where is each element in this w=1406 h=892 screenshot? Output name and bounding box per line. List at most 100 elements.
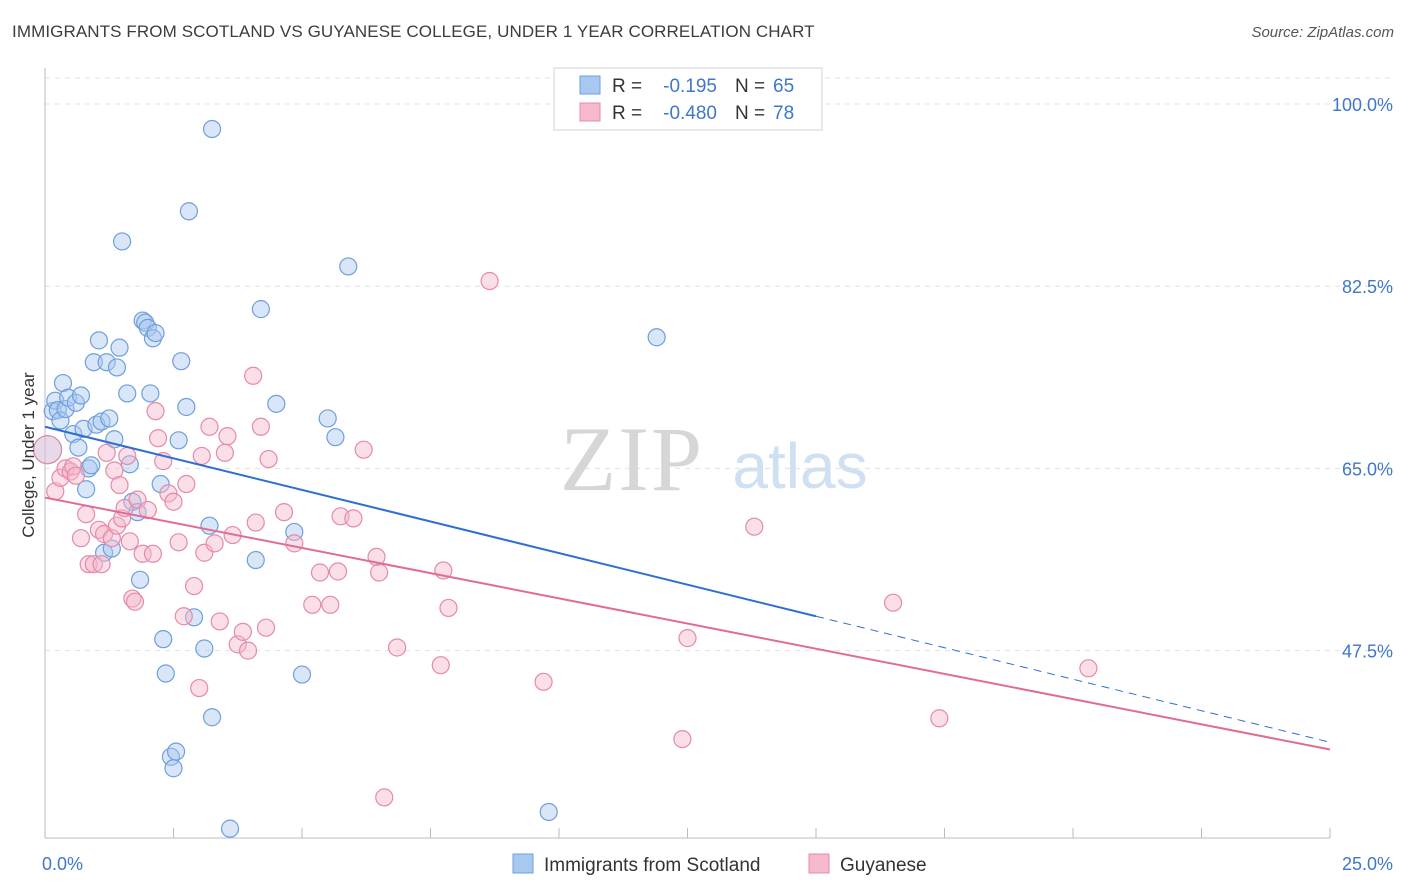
guyanese-point-59 <box>321 595 340 614</box>
guyanese-point-0 <box>32 435 63 465</box>
source-label: Source: ZipAtlas.com <box>1251 24 1394 41</box>
guyanese-point-44 <box>215 443 234 462</box>
guyanese-point-34 <box>169 533 188 552</box>
scotland-point-52 <box>202 708 222 727</box>
scotland-point-53 <box>202 119 222 139</box>
legend-top-n-label-scotland: N = <box>735 76 765 97</box>
guyanese-point-60 <box>328 562 348 581</box>
legend-bottom-label-guyanese: Guyanese <box>840 855 927 876</box>
guyanese-point-49 <box>238 641 258 660</box>
trend-lines <box>44 425 1331 751</box>
scotland-point-18 <box>89 331 109 350</box>
guyanese-point-23 <box>123 589 142 608</box>
x-tick-label-0: 0.0% <box>42 854 83 874</box>
guyanese-point-67 <box>387 638 407 657</box>
guyanese-point-55 <box>274 503 294 522</box>
guyanese-point-36 <box>177 474 196 494</box>
scotland-point-23 <box>102 539 121 558</box>
scotland-point-57 <box>267 394 286 413</box>
scotland-point-43 <box>164 759 183 778</box>
scotland-point-25 <box>107 358 127 377</box>
guyanese-point-71 <box>480 271 499 291</box>
scotland-point-63 <box>539 802 558 822</box>
tick-labels: 100.0% 82.5% 65.0% 47.5% 0.0% 25.0% <box>42 95 1393 874</box>
guyanese-point-72 <box>534 672 553 691</box>
y-axis-label: College, Under 1 year <box>19 372 38 538</box>
scotland-point-6 <box>56 399 75 419</box>
gridlines <box>45 77 1395 652</box>
guyanese-point-63 <box>354 440 373 459</box>
guyanese-point-35 <box>174 607 193 626</box>
legend-top-r-label-scotland: R = <box>612 76 642 97</box>
scotland-point-15 <box>82 456 101 475</box>
scotland-point-32 <box>130 570 150 589</box>
legend-top-r-value-scotland: -0.195 <box>663 76 717 97</box>
scotland-point-59 <box>292 665 312 684</box>
guyanese-point-68 <box>431 656 450 675</box>
guyanese-point-22 <box>120 532 139 551</box>
guyanese-point-41 <box>200 417 219 436</box>
scotland-point-27 <box>112 232 132 251</box>
guyanese-point-30 <box>148 429 168 448</box>
legend-top-n-value-guyanese: 78 <box>773 103 794 124</box>
x-tick-label-1: 25.0% <box>1342 854 1393 874</box>
scotland-point-54 <box>220 819 240 838</box>
guyanese-point-21 <box>118 446 137 466</box>
scotland-point-21 <box>97 353 116 372</box>
legend-bottom-swatch-scotland <box>512 853 534 874</box>
guyanese-point-77 <box>930 709 949 728</box>
scotland-point-26 <box>110 338 129 357</box>
guyanese-point-65 <box>370 563 389 582</box>
trend-line-guyanese <box>44 496 1331 751</box>
scotland-point-55 <box>246 550 265 570</box>
watermark: ZIP atlas <box>560 408 868 510</box>
scotland-point-60 <box>318 409 337 428</box>
guyanese-point-52 <box>251 417 270 436</box>
guyanese-point-10 <box>84 555 103 574</box>
guyanese-point-18 <box>110 475 129 495</box>
guyanese-point-66 <box>375 788 394 807</box>
guyanese-point-39 <box>192 446 211 466</box>
guyanese-point-43 <box>210 612 229 631</box>
legend-top-n-label-guyanese: N = <box>735 103 765 124</box>
scotland-point-56 <box>251 300 270 319</box>
guyanese-point-75 <box>745 517 764 536</box>
scotland-point-48 <box>179 202 199 221</box>
guyanese-point-42 <box>205 534 224 553</box>
scotland-point-46 <box>172 352 191 371</box>
scotland-point-28 <box>118 384 137 403</box>
guyanese-point-74 <box>678 629 697 648</box>
scotland-point-44 <box>166 742 186 761</box>
trend-line-scotland-extension <box>815 615 1331 743</box>
guyanese-point-76 <box>883 593 903 612</box>
legend-top-n-value-scotland: 65 <box>773 76 794 97</box>
guyanese-point-37 <box>184 576 204 596</box>
guyanese-point-70 <box>439 598 458 618</box>
guyanese-point-58 <box>310 563 330 582</box>
scotland-point-41 <box>156 664 175 683</box>
trend-line-scotland <box>44 425 817 618</box>
guyanese-point-54 <box>259 449 278 469</box>
guyanese-point-9 <box>79 555 98 574</box>
guyanese-point-24 <box>125 592 145 611</box>
scotland-point-37 <box>143 329 163 348</box>
axes <box>44 68 1331 839</box>
guyanese-point-29 <box>146 402 165 421</box>
guyanese-point-38 <box>190 678 209 698</box>
legend-bottom-label-scotland: Immigrants from Scotland <box>544 855 760 876</box>
scotland-point-40 <box>154 630 173 649</box>
series-scotland-points <box>32 119 666 838</box>
scotland-point-4 <box>51 411 70 430</box>
scotland-point-42 <box>161 747 181 766</box>
legend-top: R = -0.195 N = 65 R = -0.480 N = 78 <box>553 67 823 131</box>
scotland-point-3 <box>48 401 67 420</box>
y-tick-label-2: 65.0% <box>1342 459 1393 479</box>
legend-top-swatch-scotland <box>579 75 601 95</box>
legend-top-swatch-guyanese <box>579 102 601 122</box>
scotland-point-47 <box>177 397 196 417</box>
guyanese-point-2 <box>51 468 70 487</box>
guyanese-point-73 <box>673 729 692 749</box>
scotland-point-50 <box>195 639 214 658</box>
guyanese-point-78 <box>1079 659 1098 678</box>
guyanese-point-48 <box>233 622 252 641</box>
